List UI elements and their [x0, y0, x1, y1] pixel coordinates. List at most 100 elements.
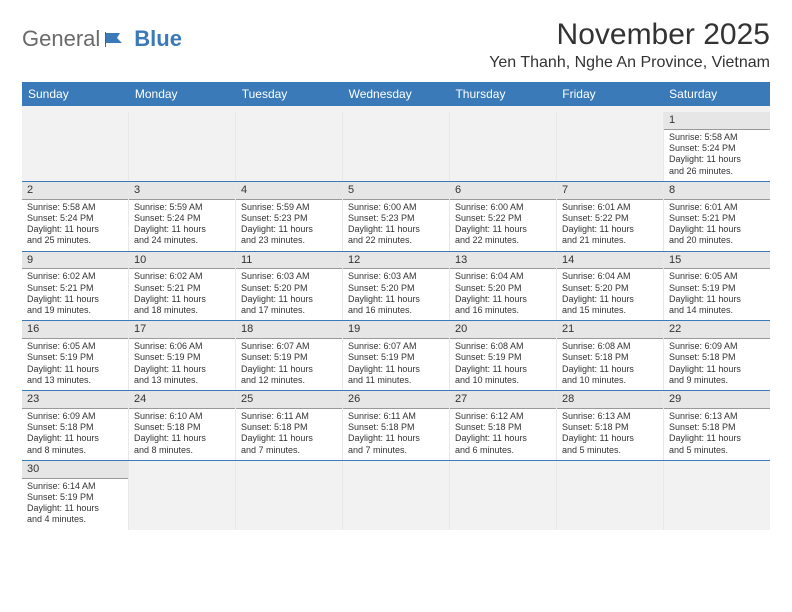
day-number: 14 [557, 252, 663, 270]
logo-text-1: General [22, 26, 100, 52]
day-cell: 13Sunrise: 6:04 AMSunset: 5:20 PMDayligh… [450, 252, 557, 321]
sunset-text: Sunset: 5:18 PM [455, 422, 551, 433]
day-number: 12 [343, 252, 449, 270]
empty-day [343, 461, 450, 530]
daylight-text-1: Daylight: 11 hours [455, 433, 551, 444]
daylight-text-1: Daylight: 11 hours [669, 433, 765, 444]
daylight-text-1: Daylight: 11 hours [455, 294, 551, 305]
sunrise-text: Sunrise: 6:08 AM [562, 341, 658, 352]
sunset-text: Sunset: 5:20 PM [241, 283, 337, 294]
sunset-text: Sunset: 5:20 PM [562, 283, 658, 294]
day-cell: 6 Sunrise: 6:00 AMSunset: 5:22 PMDaylight… [450, 182, 557, 251]
day-cell: 15Sunrise: 6:05 AMSunset: 5:19 PMDayligh… [664, 252, 770, 321]
day-cell: 25Sunrise: 6:11 AMSunset: 5:18 PMDayligh… [236, 391, 343, 460]
sunrise-text: Sunrise: 5:58 AM [27, 202, 123, 213]
sunrise-text: Sunrise: 6:04 AM [455, 271, 551, 282]
logo: General Blue [22, 26, 182, 52]
weekday-label: Tuesday [236, 82, 343, 106]
day-number: 22 [664, 321, 770, 339]
daylight-text-1: Daylight: 11 hours [241, 294, 337, 305]
weekday-label: Thursday [449, 82, 556, 106]
day-cell: 26Sunrise: 6:11 AMSunset: 5:18 PMDayligh… [343, 391, 450, 460]
day-cell: 27Sunrise: 6:12 AMSunset: 5:18 PMDayligh… [450, 391, 557, 460]
sunrise-text: Sunrise: 6:01 AM [669, 202, 765, 213]
daylight-text-2: and 16 minutes. [455, 305, 551, 316]
empty-day [450, 112, 557, 181]
day-number: 21 [557, 321, 663, 339]
daylight-text-2: and 21 minutes. [562, 235, 658, 246]
sunrise-text: Sunrise: 6:13 AM [562, 411, 658, 422]
sunset-text: Sunset: 5:19 PM [27, 492, 123, 503]
day-number: 15 [664, 252, 770, 270]
daylight-text-1: Daylight: 11 hours [669, 224, 765, 235]
sunset-text: Sunset: 5:21 PM [669, 213, 765, 224]
sunset-text: Sunset: 5:20 PM [348, 283, 444, 294]
sunrise-text: Sunrise: 6:02 AM [27, 271, 123, 282]
day-number: 6 [450, 182, 556, 200]
day-cell: 18Sunrise: 6:07 AMSunset: 5:19 PMDayligh… [236, 321, 343, 390]
weekday-label: Sunday [22, 82, 129, 106]
sunrise-text: Sunrise: 6:03 AM [348, 271, 444, 282]
day-cell: 19Sunrise: 6:07 AMSunset: 5:19 PMDayligh… [343, 321, 450, 390]
day-number: 7 [557, 182, 663, 200]
sunset-text: Sunset: 5:21 PM [134, 283, 230, 294]
day-cell: 17Sunrise: 6:06 AMSunset: 5:19 PMDayligh… [129, 321, 236, 390]
sunrise-text: Sunrise: 6:07 AM [348, 341, 444, 352]
sunrise-text: Sunrise: 6:01 AM [562, 202, 658, 213]
daylight-text-1: Daylight: 11 hours [348, 224, 444, 235]
logo-text-2: Blue [134, 26, 182, 52]
day-cell: 20Sunrise: 6:08 AMSunset: 5:19 PMDayligh… [450, 321, 557, 390]
daylight-text-1: Daylight: 11 hours [455, 224, 551, 235]
day-cell: 23Sunrise: 6:09 AMSunset: 5:18 PMDayligh… [22, 391, 129, 460]
day-cell: 30Sunrise: 6:14 AMSunset: 5:19 PMDayligh… [22, 461, 129, 530]
day-number: 10 [129, 252, 235, 270]
day-number: 3 [129, 182, 235, 200]
daylight-text-1: Daylight: 11 hours [348, 364, 444, 375]
sunrise-text: Sunrise: 6:00 AM [348, 202, 444, 213]
daylight-text-2: and 22 minutes. [348, 235, 444, 246]
sunset-text: Sunset: 5:19 PM [27, 352, 123, 363]
sunset-text: Sunset: 5:20 PM [455, 283, 551, 294]
daylight-text-1: Daylight: 11 hours [669, 154, 765, 165]
day-number: 13 [450, 252, 556, 270]
daylight-text-2: and 18 minutes. [134, 305, 230, 316]
daylight-text-2: and 14 minutes. [669, 305, 765, 316]
sunset-text: Sunset: 5:23 PM [241, 213, 337, 224]
day-cell: 24Sunrise: 6:10 AMSunset: 5:18 PMDayligh… [129, 391, 236, 460]
daylight-text-2: and 13 minutes. [134, 375, 230, 386]
daylight-text-2: and 20 minutes. [669, 235, 765, 246]
weekday-label: Friday [556, 82, 663, 106]
day-number: 25 [236, 391, 342, 409]
sunset-text: Sunset: 5:22 PM [455, 213, 551, 224]
daylight-text-1: Daylight: 11 hours [27, 364, 123, 375]
week-row: 1Sunrise: 5:58 AMSunset: 5:24 PMDaylight… [22, 112, 770, 181]
daylight-text-1: Daylight: 11 hours [455, 364, 551, 375]
sunrise-text: Sunrise: 6:08 AM [455, 341, 551, 352]
sunset-text: Sunset: 5:19 PM [669, 283, 765, 294]
day-cell: 11Sunrise: 6:03 AMSunset: 5:20 PMDayligh… [236, 252, 343, 321]
weekday-label: Monday [129, 82, 236, 106]
empty-day [664, 461, 770, 530]
sunset-text: Sunset: 5:24 PM [669, 143, 765, 154]
day-cell: 16Sunrise: 6:05 AMSunset: 5:19 PMDayligh… [22, 321, 129, 390]
day-cell: 9Sunrise: 6:02 AMSunset: 5:21 PMDaylight… [22, 252, 129, 321]
weekday-label: Saturday [663, 82, 770, 106]
daylight-text-1: Daylight: 11 hours [348, 433, 444, 444]
day-cell: 5Sunrise: 6:00 AMSunset: 5:23 PMDaylight… [343, 182, 450, 251]
daylight-text-2: and 8 minutes. [134, 445, 230, 456]
sunrise-text: Sunrise: 6:00 AM [455, 202, 551, 213]
daylight-text-1: Daylight: 11 hours [134, 224, 230, 235]
daylight-text-1: Daylight: 11 hours [241, 433, 337, 444]
calendar: SundayMondayTuesdayWednesdayThursdayFrid… [22, 82, 770, 530]
sunrise-text: Sunrise: 6:10 AM [134, 411, 230, 422]
daylight-text-2: and 22 minutes. [455, 235, 551, 246]
day-number: 29 [664, 391, 770, 409]
weekday-header: SundayMondayTuesdayWednesdayThursdayFrid… [22, 82, 770, 106]
day-number: 11 [236, 252, 342, 270]
sunset-text: Sunset: 5:24 PM [27, 213, 123, 224]
day-number: 4 [236, 182, 342, 200]
day-cell: 4Sunrise: 5:59 AMSunset: 5:23 PMDaylight… [236, 182, 343, 251]
day-cell: 10Sunrise: 6:02 AMSunset: 5:21 PMDayligh… [129, 252, 236, 321]
week-row: 16Sunrise: 6:05 AMSunset: 5:19 PMDayligh… [22, 320, 770, 390]
day-number: 19 [343, 321, 449, 339]
